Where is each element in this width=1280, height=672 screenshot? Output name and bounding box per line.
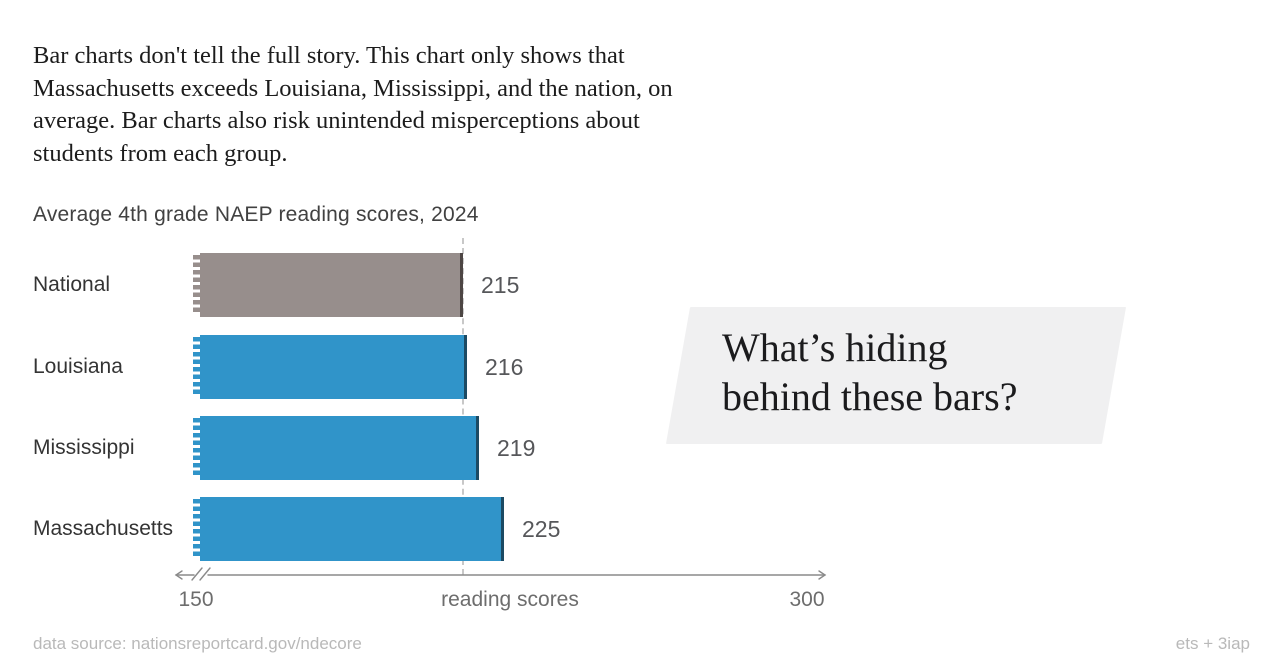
data-source: data source: nationsreportcard.gov/ndeco… bbox=[33, 634, 362, 653]
x-tick-150: 150 bbox=[178, 588, 214, 611]
category-label-mississippi: Mississippi bbox=[33, 436, 135, 459]
x-axis-label: reading scores bbox=[441, 588, 579, 611]
category-label-louisiana: Louisiana bbox=[33, 355, 123, 378]
intro-line: Massachusetts exceeds Louisiana, Mississ… bbox=[33, 74, 673, 102]
bar-louisiana[interactable] bbox=[193, 335, 467, 399]
bar-row-louisiana: Louisiana 216 bbox=[33, 335, 933, 399]
value-label-louisiana: 216 bbox=[485, 353, 524, 380]
bar-mississippi[interactable] bbox=[193, 416, 479, 480]
intro-text: Bar charts don't tell the full story. Th… bbox=[33, 40, 813, 170]
bar-massachusetts[interactable] bbox=[193, 497, 504, 561]
callout-text: What’s hiding behind these bars? bbox=[678, 307, 1114, 421]
intro-line: Bar charts don't tell the full story. Th… bbox=[33, 42, 625, 69]
callout-banner: What’s hiding behind these bars? bbox=[678, 307, 1114, 444]
bar-chart: National 215 Louisiana 216 Mississippi 2… bbox=[33, 238, 1247, 633]
credit: ets + 3iap bbox=[1175, 634, 1250, 653]
category-label-massachusetts: Massachusetts bbox=[33, 517, 174, 540]
callout-line1: What’s hiding bbox=[722, 325, 948, 370]
value-label-national: 215 bbox=[481, 271, 520, 298]
category-label-national: National bbox=[33, 273, 111, 296]
x-tick-300: 300 bbox=[789, 588, 825, 611]
bar-national[interactable] bbox=[193, 253, 463, 317]
value-label-mississippi: 219 bbox=[497, 434, 536, 461]
bar-row-mississippi: Mississippi 219 bbox=[33, 416, 933, 480]
x-axis bbox=[174, 567, 827, 581]
bar-row-massachusetts: Massachusetts 225 bbox=[33, 497, 933, 561]
intro-line: students from each group. bbox=[33, 139, 288, 167]
value-label-massachusetts: 225 bbox=[522, 515, 561, 542]
bar-row-national: National 215 bbox=[33, 253, 933, 317]
chart-title: Average 4th grade NAEP reading scores, 2… bbox=[33, 203, 479, 226]
reference-line-215 bbox=[462, 238, 464, 575]
callout-line2: behind these bars? bbox=[722, 374, 1018, 419]
intro-line: average. Bar charts also risk unintended… bbox=[33, 107, 640, 134]
